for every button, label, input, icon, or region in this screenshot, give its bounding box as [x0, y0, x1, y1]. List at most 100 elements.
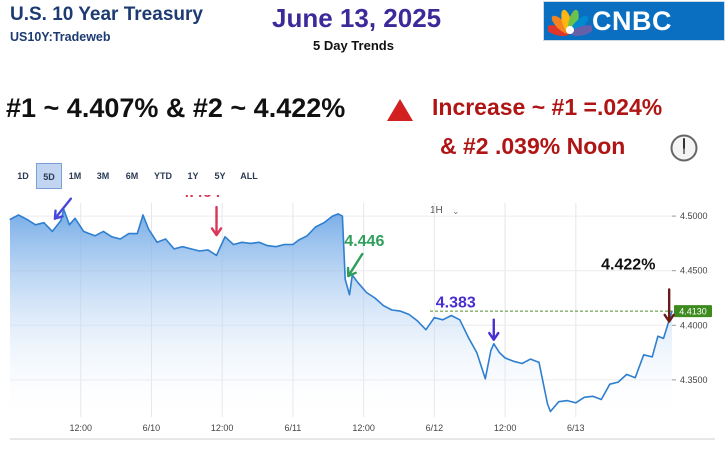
headline-yields: #1 ~ 4.407% & #2 ~ 4.422%: [6, 93, 346, 123]
interval-selector[interactable]: 1H: [430, 205, 443, 216]
yield-chart: 4.4130 4.3500 4.4000 4.4500 4.5000 12:00 6/10 1…: [9, 195, 715, 440]
data-point: [626, 373, 628, 375]
data-point: [292, 243, 294, 246]
data-point: [575, 402, 577, 404]
range-tab-6m[interactable]: 6M: [125, 171, 139, 181]
data-point: [60, 219, 62, 222]
data-point: [490, 349, 492, 351]
data-point: [275, 246, 277, 248]
data-point: [198, 250, 201, 252]
data-point: [207, 249, 209, 251]
annotation-arrow: [53, 197, 73, 220]
x-tick-label: 6/11: [284, 423, 301, 433]
data-point: [26, 218, 28, 220]
data-point: [341, 215, 343, 217]
data-point: [433, 317, 435, 319]
data-point: [102, 230, 104, 232]
annotation-arrowhead: [210, 227, 223, 237]
chevron-down-icon[interactable]: ⌄: [452, 206, 460, 216]
data-point: [442, 319, 444, 321]
data-point: [566, 400, 568, 402]
data-point: [88, 233, 90, 235]
data-point: [9, 218, 11, 220]
data-point: [365, 291, 368, 294]
data-point: [68, 224, 70, 226]
data-point: [416, 320, 418, 322]
data-point: [224, 236, 226, 238]
logo-text: CNBC: [592, 6, 672, 36]
annotation-label: 4.464: [181, 195, 221, 201]
data-point: [617, 381, 619, 383]
data-point: [476, 352, 478, 354]
range-tab-ytd[interactable]: YTD: [154, 171, 172, 181]
data-point: [521, 362, 523, 365]
x-tick-label: 6/12: [426, 423, 444, 433]
data-point: [215, 254, 218, 256]
data-point: [600, 398, 602, 401]
data-point: [128, 233, 130, 235]
annotation-arrowhead: [663, 313, 675, 323]
data-point: [83, 230, 85, 232]
data-point: [546, 403, 549, 405]
data-point: [323, 222, 325, 224]
range-tab-5y[interactable]: 5Y: [214, 171, 226, 181]
x-tick-label: 12:00: [494, 423, 517, 433]
data-point: [17, 214, 20, 216]
last-price-tag: [674, 305, 712, 318]
annotation-label: 4.383: [436, 295, 476, 312]
data-point: [348, 294, 351, 296]
data-point: [425, 329, 427, 331]
data-point: [657, 335, 659, 337]
annotation-arrow: [347, 252, 364, 278]
data-point: [298, 239, 300, 241]
x-tick-label: 6/10: [143, 423, 161, 433]
x-tick-label: 12:00: [352, 423, 375, 433]
x-tick-label: 6/13: [567, 423, 585, 433]
data-point: [643, 354, 645, 356]
data-point: [148, 228, 150, 230]
instrument-title: U.S. 10 Year Treasury: [10, 4, 203, 25]
headline-increase-line2: & #2 .039% Noon: [440, 133, 626, 159]
annotation-label: 4.422%: [601, 256, 655, 273]
trends-label: 5 Day Trends: [313, 38, 394, 53]
range-tab-5d[interactable]: 5D: [36, 163, 62, 189]
data-point: [344, 278, 346, 280]
series-area: [10, 209, 672, 417]
data-point: [382, 305, 384, 307]
data-point: [549, 410, 552, 413]
data-point: [357, 282, 359, 284]
data-point: [190, 248, 192, 250]
range-tab-1y[interactable]: 1Y: [187, 171, 199, 181]
data-point: [493, 343, 495, 345]
range-tab-1d[interactable]: 1D: [17, 171, 29, 181]
y-tick-label: 4.5000: [680, 211, 708, 221]
range-tab-1m[interactable]: 1M: [68, 171, 82, 181]
data-point: [249, 242, 252, 244]
data-point: [484, 378, 486, 380]
data-point: [513, 360, 515, 362]
data-point: [399, 310, 401, 312]
range-tab-3m[interactable]: 3M: [96, 171, 110, 181]
headline-date: June 13, 2025: [272, 3, 442, 33]
annotation-arrowhead: [53, 209, 64, 220]
data-point: [119, 238, 121, 240]
data-point: [592, 395, 594, 397]
data-point: [634, 377, 636, 379]
data-point: [498, 352, 500, 354]
data-point: [136, 233, 138, 235]
data-point: [266, 245, 268, 247]
annotation-arrowhead: [488, 331, 500, 341]
data-point: [651, 356, 653, 358]
x-tick-label: 12:00: [69, 423, 92, 433]
data-point: [374, 297, 376, 299]
annotation-label: 4.446: [344, 233, 384, 250]
data-point: [609, 383, 611, 385]
data-point: [408, 313, 410, 315]
annotation-arrowhead: [346, 266, 357, 278]
data-point: [337, 213, 339, 215]
range-tab-all[interactable]: ALL: [240, 171, 258, 181]
data-point: [391, 309, 393, 311]
data-point: [450, 314, 452, 317]
clock-icon: [670, 134, 698, 162]
data-point: [529, 358, 532, 360]
